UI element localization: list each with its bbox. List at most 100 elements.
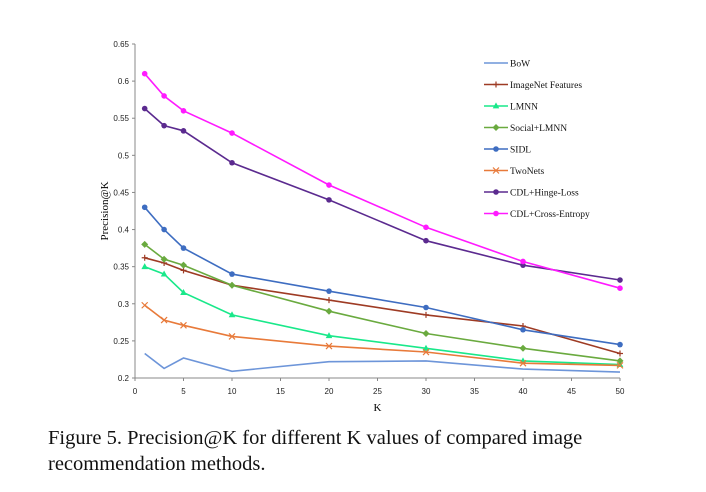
data-point <box>423 224 429 231</box>
x-tick-label: 40 <box>519 387 528 396</box>
legend-entry: TwoNets <box>484 167 544 177</box>
legend-label: TwoNets <box>510 167 544 177</box>
data-point <box>229 159 235 166</box>
x-tick-label: 10 <box>228 387 237 396</box>
data-point <box>617 285 623 291</box>
series-7 <box>141 70 623 291</box>
x-tick-label: 25 <box>373 387 382 396</box>
legend-entry: Social+LMNN <box>484 124 567 134</box>
data-point <box>180 289 187 296</box>
y-tick-label: 0.35 <box>113 263 129 272</box>
data-point <box>422 344 430 351</box>
data-point <box>326 182 332 188</box>
x-tick-label: 30 <box>422 387 431 396</box>
series-line <box>144 107 621 281</box>
legend: BoW ImageNet Features LMNN Social+LMNN SIDL T… <box>484 60 590 220</box>
chart-container: 0.2 0.25 0.3 0.35 0.4 0.45 0.5 0.55 0.6 0.65 0 5 10 1… <box>99 40 625 414</box>
legend-marker <box>492 102 500 109</box>
data-point <box>326 197 332 203</box>
series-line <box>144 243 621 362</box>
y-tick-label: 0.55 <box>113 114 129 123</box>
series-line <box>144 304 621 367</box>
data-point <box>141 301 149 309</box>
axes-group: 0.2 0.25 0.3 0.35 0.4 0.45 0.5 0.55 0.6 0.65 0 5 10 1… <box>113 40 625 396</box>
series-line <box>144 73 621 289</box>
data-point <box>180 128 187 134</box>
data-point <box>616 357 624 365</box>
y-tick-label: 0.45 <box>113 188 129 197</box>
data-point <box>617 277 623 283</box>
x-tick-label: 15 <box>276 387 285 396</box>
legend-entry: CDL+Cross-Entropy <box>484 210 590 220</box>
data-point <box>180 261 187 269</box>
y-tick-label: 0.65 <box>113 40 129 49</box>
data-point <box>326 297 332 304</box>
legend-label: BoW <box>510 60 530 70</box>
data-point <box>520 326 526 333</box>
x-tick-label: 35 <box>470 387 479 396</box>
data-point <box>616 361 624 369</box>
y-tick-label: 0.25 <box>113 337 129 346</box>
data-point <box>423 237 429 244</box>
data-point <box>141 240 149 248</box>
precision-line-chart: 0.2 0.25 0.3 0.35 0.4 0.45 0.5 0.55 0.6 0.65 0 5 10 1… <box>99 40 625 414</box>
series-group <box>141 70 624 373</box>
data-point <box>160 255 168 263</box>
x-tick-label: 45 <box>567 387 576 396</box>
data-point <box>141 70 148 77</box>
data-point <box>228 281 236 289</box>
data-point <box>423 304 429 311</box>
legend-label: CDL+Cross-Entropy <box>510 210 590 220</box>
legend-marker <box>493 210 499 217</box>
legend-label: ImageNet Features <box>510 81 582 91</box>
figure-caption: Figure 5. Precision@K for different K va… <box>48 427 583 475</box>
legend-label: Social+LMNN <box>510 124 567 134</box>
data-point <box>423 311 429 318</box>
y-tick-label: 0.4 <box>118 226 130 235</box>
series-line <box>144 206 621 346</box>
data-point <box>617 341 623 348</box>
legend-marker <box>493 189 499 195</box>
data-point <box>229 271 235 277</box>
legend-marker <box>493 146 499 152</box>
data-point <box>325 307 333 315</box>
y-tick-label: 0.6 <box>118 77 130 86</box>
legend-entry: SIDL <box>484 146 531 156</box>
legend-label: CDL+Hinge-Loss <box>510 189 579 199</box>
legend-marker <box>492 124 500 131</box>
x-tick-label: 0 <box>133 387 138 396</box>
data-point <box>160 316 168 324</box>
y-tick-label: 0.3 <box>118 300 130 309</box>
legend-marker <box>492 167 500 174</box>
x-axis-label: K <box>374 402 382 414</box>
data-point <box>161 226 167 233</box>
data-point <box>326 288 332 294</box>
data-point <box>229 130 235 136</box>
data-point <box>180 108 187 114</box>
series-line <box>144 352 621 373</box>
data-point <box>141 204 148 211</box>
data-point <box>519 359 527 367</box>
series-4 <box>141 204 623 348</box>
y-tick-label: 0.5 <box>118 151 130 160</box>
legend-entry: BoW <box>484 60 530 70</box>
data-point <box>422 348 430 356</box>
data-point <box>228 333 236 340</box>
legend-marker <box>493 81 499 88</box>
legend-label: LMNN <box>510 103 538 113</box>
data-point <box>180 245 187 251</box>
legend-entry: CDL+Hinge-Loss <box>484 189 579 199</box>
data-point <box>160 270 168 277</box>
series-line <box>144 265 621 366</box>
data-point <box>325 342 333 350</box>
series-0 <box>144 352 621 373</box>
series-5 <box>141 301 624 369</box>
data-point <box>422 329 430 337</box>
data-point <box>180 321 187 329</box>
x-tick-label: 5 <box>181 387 186 396</box>
data-point <box>520 258 526 265</box>
data-point <box>141 254 148 261</box>
legend-entry: ImageNet Features <box>484 81 582 91</box>
data-point <box>325 332 333 339</box>
data-point <box>161 122 167 129</box>
